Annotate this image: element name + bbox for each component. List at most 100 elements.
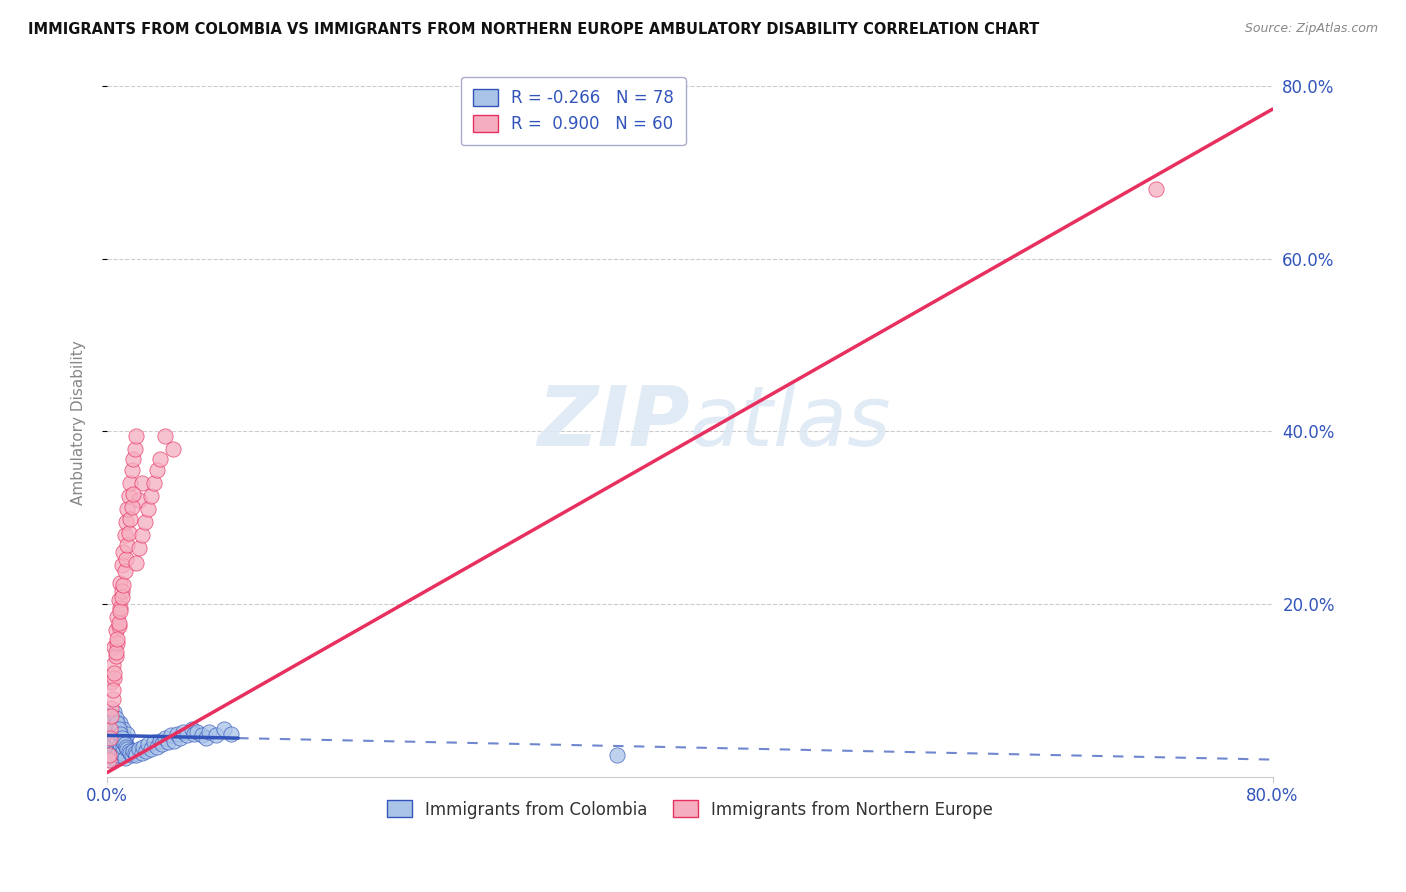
Point xyxy=(104,623,127,637)
Point xyxy=(111,558,134,573)
Point xyxy=(121,748,143,763)
Point xyxy=(104,648,127,663)
Point xyxy=(104,645,127,659)
Point xyxy=(169,731,191,745)
Point xyxy=(121,463,143,477)
Point xyxy=(124,442,146,456)
Point xyxy=(98,723,121,737)
Point xyxy=(103,714,125,728)
Point xyxy=(105,632,128,646)
Point xyxy=(115,739,138,754)
Point xyxy=(117,727,139,741)
Point xyxy=(108,601,131,615)
Point xyxy=(98,707,121,722)
Point xyxy=(101,683,124,698)
Point xyxy=(120,746,142,760)
Y-axis label: Ambulatory Disability: Ambulatory Disability xyxy=(72,341,86,505)
Point xyxy=(128,742,150,756)
Point xyxy=(120,512,142,526)
Point xyxy=(128,541,150,555)
Legend: Immigrants from Colombia, Immigrants from Northern Europe: Immigrants from Colombia, Immigrants fro… xyxy=(380,794,1000,825)
Point xyxy=(112,545,135,559)
Point xyxy=(101,720,124,734)
Point xyxy=(135,744,157,758)
Point xyxy=(122,452,145,467)
Point xyxy=(97,731,120,745)
Point xyxy=(114,751,136,765)
Point xyxy=(112,739,135,754)
Point xyxy=(105,636,128,650)
Point xyxy=(205,728,228,742)
Point xyxy=(212,723,235,737)
Point xyxy=(152,737,174,751)
Point xyxy=(131,476,153,491)
Point xyxy=(125,748,148,763)
Point xyxy=(117,538,139,552)
Point xyxy=(134,515,156,529)
Point xyxy=(100,714,122,728)
Point xyxy=(122,744,145,758)
Point xyxy=(104,720,127,734)
Point xyxy=(112,723,135,737)
Point xyxy=(98,731,121,745)
Point xyxy=(114,564,136,578)
Point xyxy=(1144,182,1167,196)
Point xyxy=(107,618,129,632)
Point xyxy=(132,739,155,754)
Point xyxy=(105,733,128,747)
Point xyxy=(97,748,120,763)
Point xyxy=(108,727,131,741)
Text: ZIP: ZIP xyxy=(537,382,690,463)
Point xyxy=(103,666,125,681)
Point xyxy=(107,592,129,607)
Point xyxy=(606,748,628,763)
Point xyxy=(117,502,139,516)
Point xyxy=(108,737,131,751)
Point xyxy=(114,737,136,751)
Point xyxy=(139,489,162,503)
Point xyxy=(104,711,127,725)
Point xyxy=(118,744,141,758)
Point xyxy=(107,744,129,758)
Point xyxy=(136,502,159,516)
Point xyxy=(115,552,138,566)
Point xyxy=(180,723,202,737)
Point xyxy=(148,452,170,467)
Point xyxy=(117,742,139,756)
Point xyxy=(107,725,129,739)
Point xyxy=(115,515,138,529)
Point xyxy=(100,718,122,732)
Point xyxy=(103,671,125,685)
Point xyxy=(183,727,205,741)
Point xyxy=(100,753,122,767)
Point xyxy=(97,753,120,767)
Point xyxy=(98,723,121,737)
Point xyxy=(108,575,131,590)
Point xyxy=(100,674,122,689)
Point xyxy=(125,428,148,442)
Point xyxy=(101,739,124,754)
Point xyxy=(104,742,127,756)
Point xyxy=(114,528,136,542)
Text: atlas: atlas xyxy=(690,382,891,463)
Point xyxy=(131,746,153,760)
Point xyxy=(111,728,134,742)
Point xyxy=(103,640,125,655)
Point xyxy=(142,735,165,749)
Point xyxy=(98,737,121,751)
Point xyxy=(139,742,162,756)
Point xyxy=(131,528,153,542)
Point xyxy=(176,728,198,742)
Point xyxy=(191,728,214,742)
Point xyxy=(112,578,135,592)
Point xyxy=(108,716,131,731)
Point xyxy=(101,657,124,672)
Point xyxy=(198,725,221,739)
Point xyxy=(103,728,125,742)
Point xyxy=(111,731,134,745)
Point xyxy=(111,584,134,599)
Point xyxy=(107,616,129,631)
Text: Source: ZipAtlas.com: Source: ZipAtlas.com xyxy=(1244,22,1378,36)
Point xyxy=(145,739,167,754)
Point xyxy=(107,723,129,737)
